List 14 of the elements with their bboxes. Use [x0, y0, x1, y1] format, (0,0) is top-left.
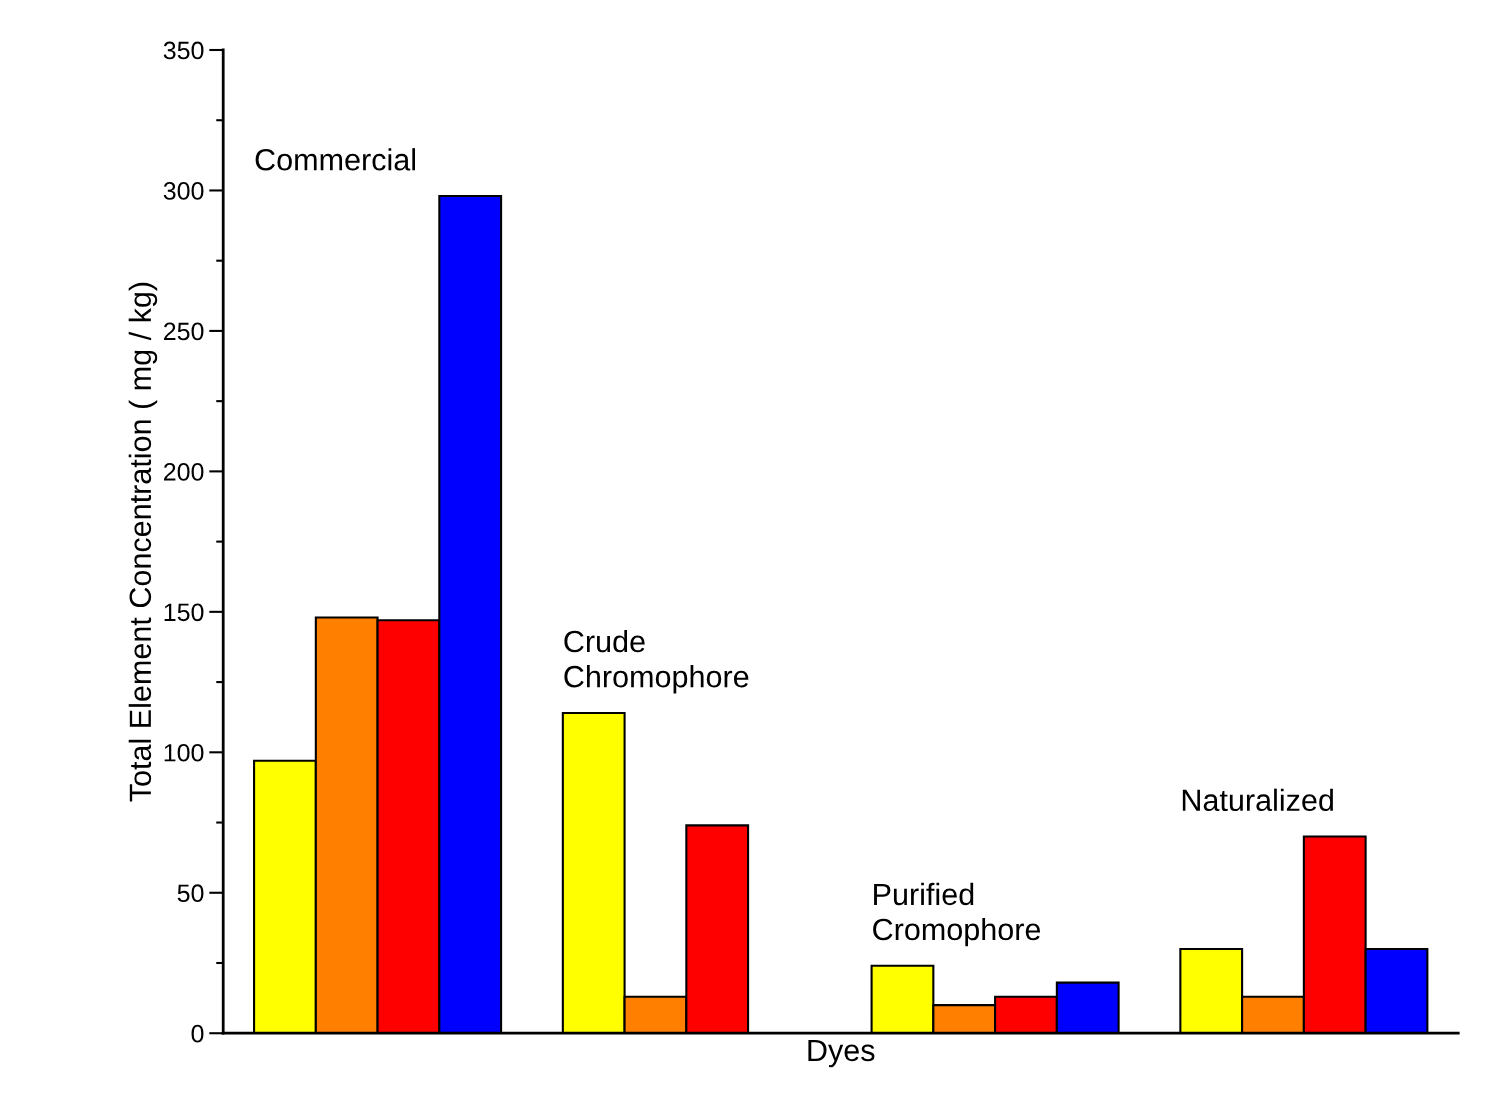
y-tick-label: 350	[163, 41, 204, 60]
y-tick-label: 0	[191, 1024, 204, 1043]
y-tick-label: 150	[164, 603, 204, 622]
x-tick-label: Purified Cromophore	[873, 882, 1041, 947]
y-axis-title: Total Element Concentration ( mg / kg)	[128, 282, 158, 802]
y-tick-label: 200	[164, 462, 204, 481]
x-axis-title: Dyes	[808, 1039, 875, 1068]
x-tick-label: Commercial	[255, 148, 416, 171]
x-tick-label: Crude Chromophore	[564, 629, 749, 694]
x-tick-label: Naturalized	[1182, 788, 1333, 812]
y-tick-label: 250	[164, 322, 204, 341]
y-tick-label: 50	[177, 884, 204, 903]
y-tick-label: 300	[163, 182, 204, 200]
y-tick-label: 100	[164, 743, 204, 762]
